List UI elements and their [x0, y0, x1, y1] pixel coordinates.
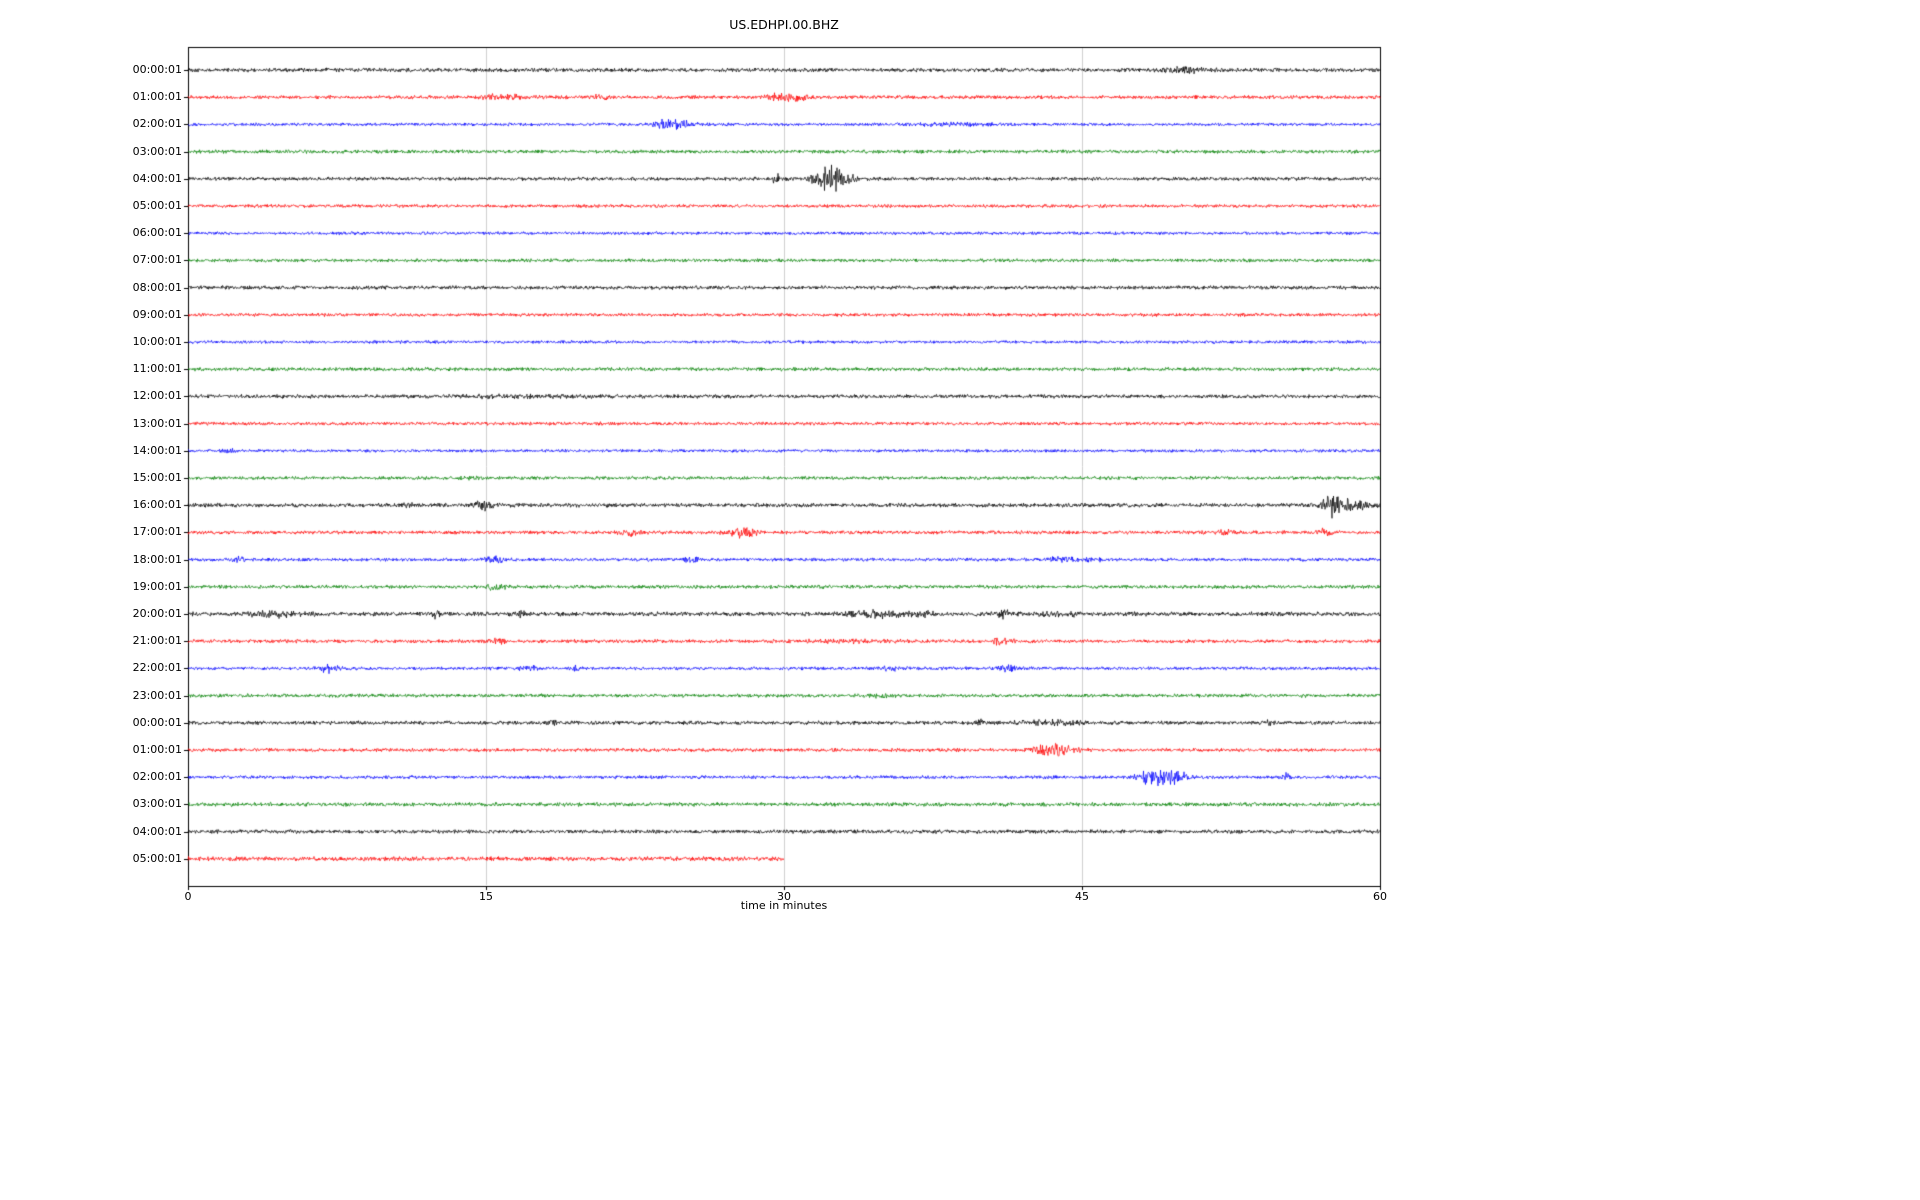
x-tick-label: 60: [1373, 890, 1387, 903]
x-tick-label: 30: [777, 890, 791, 903]
row-label: 07:00:01: [132, 253, 182, 267]
row-label: 15:00:01: [132, 471, 182, 484]
row-label: 01:00:01: [132, 743, 182, 756]
row-label: 00:00:01: [132, 63, 182, 76]
row-label: 14:00:01: [132, 443, 182, 457]
row-label: 10:00:01: [132, 335, 182, 348]
row-label: 04:00:01: [132, 171, 182, 185]
row-label: 03:00:01: [132, 144, 182, 158]
x-tick-label: 15: [479, 890, 493, 903]
row-label: 03:00:01: [132, 797, 182, 811]
row-label: 05:00:01: [132, 851, 182, 865]
row-label: 09:00:01: [132, 307, 182, 321]
row-label: 02:00:01: [132, 117, 182, 131]
row-label: 02:00:01: [132, 770, 182, 784]
row-label: 06:00:01: [132, 226, 182, 240]
chart-title: US.EDHPI.00.BHZ: [729, 17, 839, 32]
x-tick-label: 0: [184, 890, 192, 903]
row-label: 04:00:01: [132, 824, 182, 838]
x-axis-label: time in minutes: [740, 899, 828, 912]
row-label: 22:00:01: [132, 661, 182, 675]
row-label: 13:00:01: [132, 416, 182, 430]
row-label: 08:00:01: [132, 280, 182, 294]
row-label: 19:00:01: [132, 579, 182, 593]
row-label: 05:00:01: [132, 199, 182, 212]
row-label: 11:00:01: [132, 362, 182, 376]
x-tick-label: 45: [1075, 890, 1089, 903]
row-label: 23:00:01: [132, 688, 182, 702]
row-label: 18:00:01: [132, 552, 182, 566]
row-label: 20:00:01: [132, 607, 182, 620]
row-label: 00:00:01: [132, 715, 182, 729]
row-label: 01:00:01: [132, 90, 182, 104]
row-label: 21:00:01: [132, 634, 182, 648]
row-label: 12:00:01: [132, 389, 182, 403]
row-label: 17:00:01: [132, 525, 182, 539]
row-label: 16:00:01: [132, 498, 182, 512]
